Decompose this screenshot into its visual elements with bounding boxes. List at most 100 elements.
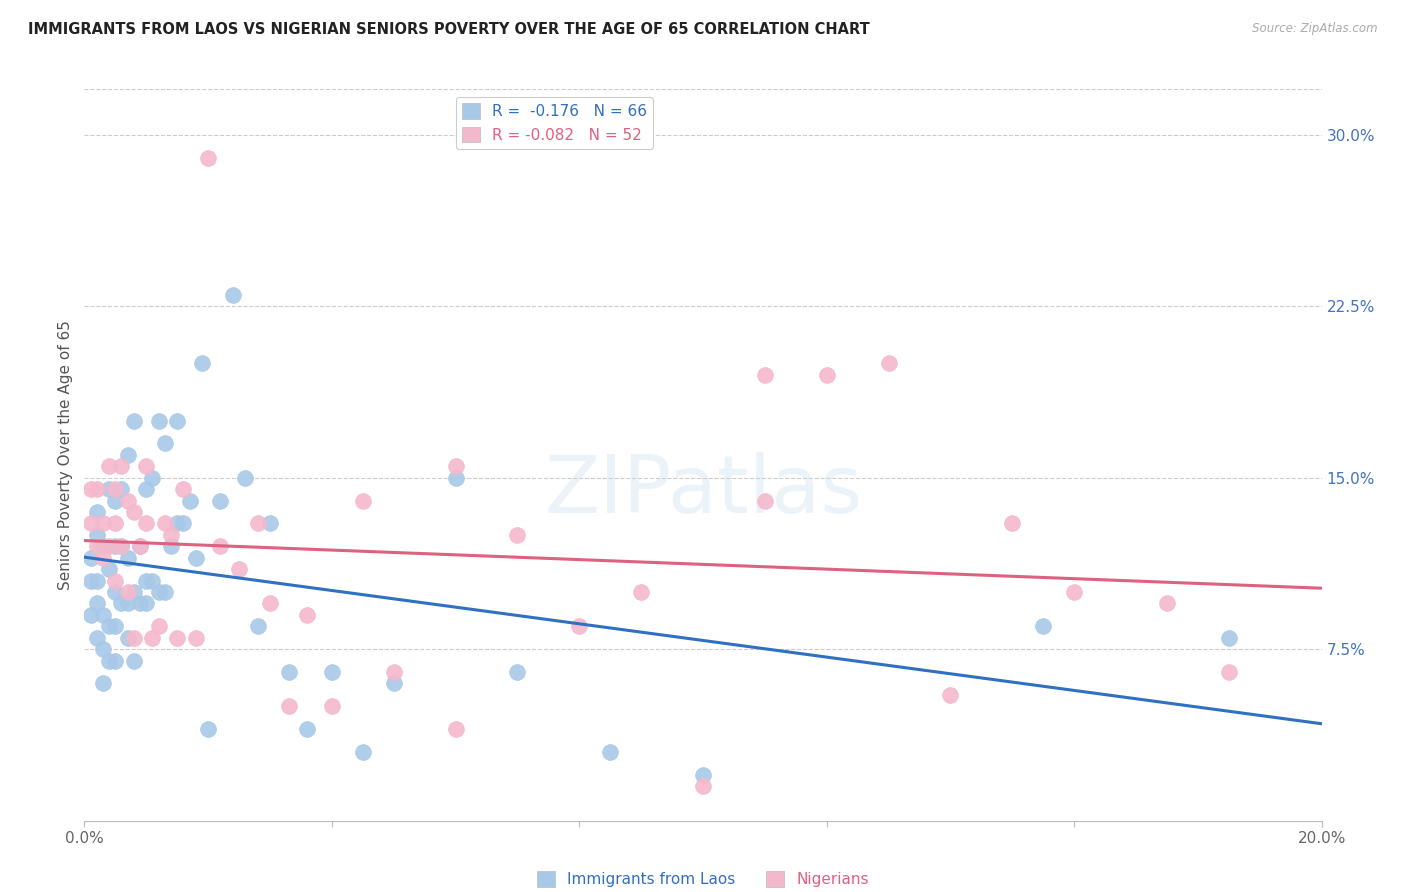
- Point: [129, 597, 152, 611]
- Point: [122, 505, 145, 519]
- Point: [172, 516, 194, 531]
- Point: [86, 574, 108, 588]
- Point: [197, 723, 219, 737]
- Point: [91, 539, 114, 553]
- Point: [148, 585, 170, 599]
- Point: [141, 471, 163, 485]
- Point: [86, 631, 108, 645]
- Point: [135, 574, 157, 588]
- Point: [135, 459, 157, 474]
- Point: [295, 607, 318, 622]
- Point: [129, 539, 152, 553]
- Point: [568, 619, 591, 633]
- Point: [110, 597, 132, 611]
- Point: [135, 516, 157, 531]
- Point: [104, 516, 127, 531]
- Point: [172, 482, 194, 496]
- Point: [506, 528, 529, 542]
- Point: [117, 597, 139, 611]
- Point: [117, 550, 139, 565]
- Point: [104, 585, 127, 599]
- Point: [754, 493, 776, 508]
- Point: [444, 723, 467, 737]
- Point: [104, 493, 127, 508]
- Point: [259, 516, 281, 531]
- Point: [259, 597, 281, 611]
- Point: [166, 414, 188, 428]
- Point: [160, 539, 183, 553]
- Point: [86, 505, 108, 519]
- Point: [98, 459, 121, 474]
- Point: [79, 550, 101, 565]
- Point: [506, 665, 529, 679]
- Point: [1218, 631, 1240, 645]
- Point: [295, 723, 318, 737]
- Point: [110, 539, 132, 553]
- Point: [98, 539, 121, 553]
- Point: [153, 585, 176, 599]
- Point: [209, 539, 232, 553]
- Point: [191, 356, 214, 371]
- Point: [166, 516, 188, 531]
- Point: [122, 654, 145, 668]
- Point: [98, 654, 121, 668]
- Point: [382, 676, 405, 690]
- Point: [98, 482, 121, 496]
- Point: [246, 619, 269, 633]
- Text: Source: ZipAtlas.com: Source: ZipAtlas.com: [1253, 22, 1378, 36]
- Point: [117, 493, 139, 508]
- Point: [98, 619, 121, 633]
- Point: [877, 356, 900, 371]
- Point: [141, 574, 163, 588]
- Point: [91, 642, 114, 657]
- Point: [179, 493, 201, 508]
- Point: [321, 665, 343, 679]
- Y-axis label: Seniors Poverty Over the Age of 65: Seniors Poverty Over the Age of 65: [58, 320, 73, 590]
- Point: [98, 562, 121, 576]
- Point: [209, 493, 232, 508]
- Point: [1063, 585, 1085, 599]
- Point: [630, 585, 652, 599]
- Point: [1156, 597, 1178, 611]
- Point: [129, 539, 152, 553]
- Point: [939, 688, 962, 702]
- Point: [153, 516, 176, 531]
- Point: [444, 459, 467, 474]
- Point: [148, 619, 170, 633]
- Point: [110, 539, 132, 553]
- Point: [184, 550, 207, 565]
- Point: [352, 745, 374, 759]
- Point: [122, 585, 145, 599]
- Point: [246, 516, 269, 531]
- Point: [91, 550, 114, 565]
- Point: [110, 459, 132, 474]
- Point: [166, 631, 188, 645]
- Point: [104, 654, 127, 668]
- Text: IMMIGRANTS FROM LAOS VS NIGERIAN SENIORS POVERTY OVER THE AGE OF 65 CORRELATION : IMMIGRANTS FROM LAOS VS NIGERIAN SENIORS…: [28, 22, 870, 37]
- Point: [141, 631, 163, 645]
- Point: [122, 414, 145, 428]
- Point: [91, 676, 114, 690]
- Point: [86, 539, 108, 553]
- Point: [104, 539, 127, 553]
- Point: [222, 288, 245, 302]
- Point: [444, 471, 467, 485]
- Point: [79, 607, 101, 622]
- Point: [153, 436, 176, 450]
- Point: [117, 585, 139, 599]
- Point: [110, 482, 132, 496]
- Point: [184, 631, 207, 645]
- Point: [117, 448, 139, 462]
- Point: [321, 699, 343, 714]
- Point: [599, 745, 621, 759]
- Point: [197, 151, 219, 165]
- Point: [228, 562, 250, 576]
- Point: [352, 493, 374, 508]
- Point: [104, 574, 127, 588]
- Point: [1032, 619, 1054, 633]
- Point: [135, 482, 157, 496]
- Point: [86, 597, 108, 611]
- Point: [122, 631, 145, 645]
- Point: [277, 699, 299, 714]
- Point: [79, 574, 101, 588]
